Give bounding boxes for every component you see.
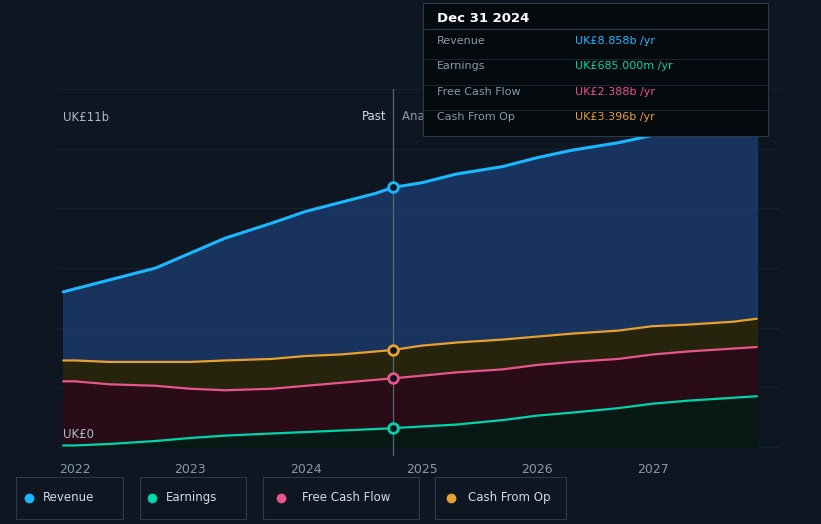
Text: Revenue: Revenue [44,492,94,504]
Text: Free Cash Flow: Free Cash Flow [437,87,521,97]
Text: UK£11b: UK£11b [63,112,109,124]
Text: UK£685.000m /yr: UK£685.000m /yr [575,61,672,71]
Text: Revenue: Revenue [437,36,485,46]
Text: Free Cash Flow: Free Cash Flow [302,492,390,504]
Text: Earnings: Earnings [166,492,218,504]
Text: Past: Past [362,110,387,123]
Text: Cash From Op: Cash From Op [468,492,550,504]
Text: Cash From Op: Cash From Op [437,112,515,122]
Text: UK£2.388b /yr: UK£2.388b /yr [575,87,654,97]
Text: UK£3.396b /yr: UK£3.396b /yr [575,112,654,122]
Text: Analysts Forecasts: Analysts Forecasts [402,110,511,123]
Text: Dec 31 2024: Dec 31 2024 [437,12,529,25]
Text: UK£0: UK£0 [63,428,94,441]
Text: Earnings: Earnings [437,61,485,71]
Text: UK£8.858b /yr: UK£8.858b /yr [575,36,654,46]
